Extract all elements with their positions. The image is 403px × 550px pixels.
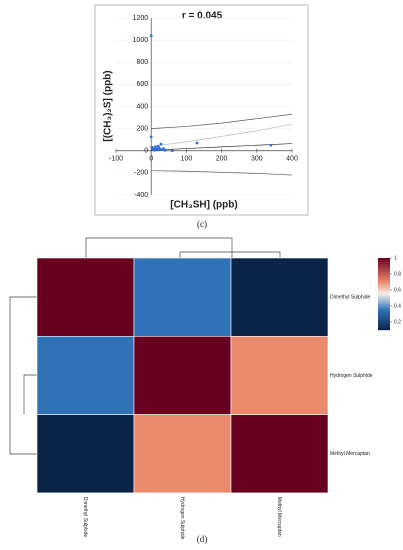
colorbar-step: [378, 326, 390, 329]
chart-title: r = 0.045: [182, 11, 223, 22]
x-tick-label: 200: [216, 156, 228, 163]
colorbar-step: [378, 298, 390, 301]
row-label: Methyl Mercaptan: [330, 451, 370, 457]
column-label: Dimethyl Sulphide: [82, 497, 88, 538]
fit-line: [151, 123, 293, 147]
colorbar-tick-label: 0.8: [394, 271, 401, 277]
row-label: Dimethyl Sulphide: [330, 294, 371, 300]
x-tick-label: 100: [181, 156, 193, 163]
x-tick-label: 300: [251, 156, 263, 163]
y-tick-label: 400: [137, 103, 149, 110]
dendrogram: [9, 237, 281, 455]
colorbar-step: [378, 264, 390, 267]
x-axis-label: [CH₃SH] (ppb): [170, 200, 237, 211]
point: [159, 142, 163, 146]
colorbar-step: [378, 268, 390, 271]
row-label: Hydrogen Sulphide: [330, 373, 373, 379]
point: [162, 147, 165, 150]
colorbar-step: [378, 290, 390, 293]
y-tick-label: -200: [134, 170, 148, 177]
colorbar-step: [378, 328, 390, 331]
heatmap-cell: [230, 335, 329, 415]
y-tick-label: -400: [134, 192, 148, 199]
colorbar-step: [378, 302, 390, 305]
point: [150, 146, 154, 149]
heatmap-cell: [133, 257, 232, 337]
point: [149, 34, 153, 38]
column-label: Methyl Mercaptan: [276, 497, 282, 537]
colorbar-step: [378, 286, 390, 289]
colorbar-step: [378, 262, 390, 265]
colorbar-step: [378, 272, 390, 275]
colorbar-step: [378, 276, 390, 279]
heatmap-cell: [230, 257, 329, 337]
point: [149, 135, 153, 139]
x-tick-label: 400: [286, 156, 298, 163]
colorbar-tick-label: 1: [394, 255, 397, 261]
colorbar-step: [378, 266, 390, 269]
colorbar-step: [378, 300, 390, 303]
colorbar-step: [378, 282, 390, 285]
y-tick-label: 200: [137, 125, 149, 132]
colorbar-step: [378, 306, 390, 309]
colorbar-step: [378, 278, 390, 281]
point: [154, 145, 157, 149]
colorbar-step: [378, 312, 390, 315]
caption: (d): [197, 534, 208, 544]
heatmap-cell: [133, 414, 232, 494]
colorbar-step: [378, 304, 390, 307]
colorbar-tick-label: 0.2: [394, 319, 401, 325]
y-tick-label: 1200: [133, 15, 149, 22]
caption: (c): [197, 219, 207, 229]
colorbar-step: [378, 292, 390, 295]
y-tick-label: 800: [137, 59, 149, 66]
colorbar-step: [378, 296, 390, 299]
heatmap-cell: [230, 414, 329, 494]
heatmap-cell: [36, 257, 135, 337]
y-axis-label: [(CH₃)₂S] (ppb): [103, 70, 114, 141]
panel-frame: [94, 4, 309, 216]
colorbar-step: [378, 258, 390, 261]
column-dendrogram: [85, 237, 281, 258]
colorbar-step: [378, 318, 390, 321]
colorbar-step: [378, 280, 390, 283]
heatmap-cell: [133, 335, 232, 415]
colorbar-step: [378, 320, 390, 323]
fit-line: [151, 170, 293, 176]
fit-line: [151, 143, 293, 151]
colorbar-step: [378, 274, 390, 277]
colorbar-step: [378, 260, 390, 263]
colorbar-step: [378, 314, 390, 317]
row-dendrogram: [9, 296, 37, 455]
colorbar-step: [378, 294, 390, 297]
y-tick-label: 1000: [133, 37, 149, 44]
heatmap-cell: [36, 335, 135, 415]
point: [163, 148, 167, 152]
colorbar-step: [378, 316, 390, 319]
point: [269, 143, 273, 147]
x-tick-label: -100: [109, 156, 123, 163]
point: [195, 141, 199, 145]
colorbar-step: [378, 308, 390, 311]
colorbar-tick-label: 0.6: [394, 287, 401, 293]
point: [170, 149, 174, 153]
colorbar-step: [378, 310, 390, 313]
y-tick-label: 600: [137, 81, 149, 88]
fit-line: [151, 113, 293, 129]
colorbar-step: [378, 324, 390, 327]
colorbar-step: [378, 270, 390, 273]
colorbar-step: [378, 288, 390, 291]
colorbar-tick-label: 0.4: [394, 303, 401, 309]
colorbar-step: [378, 322, 390, 325]
heatmap-cell: [36, 414, 135, 494]
colorbar-step: [378, 284, 390, 287]
column-label: Hydrogen Sulphide: [179, 497, 185, 540]
